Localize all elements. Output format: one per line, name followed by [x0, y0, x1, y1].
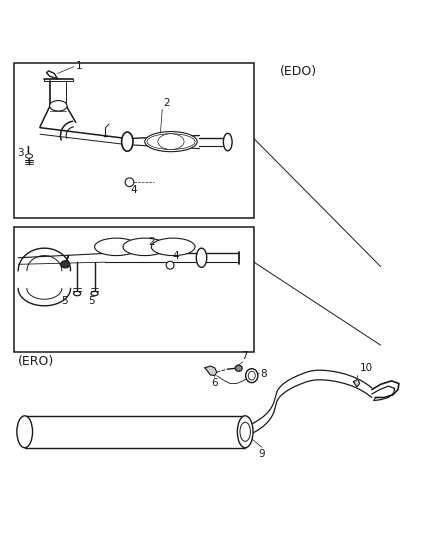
Polygon shape	[205, 366, 217, 376]
Ellipse shape	[151, 238, 195, 256]
Ellipse shape	[61, 261, 70, 268]
Text: 4: 4	[131, 185, 138, 195]
Text: 5: 5	[61, 296, 67, 306]
Ellipse shape	[240, 422, 251, 441]
Text: 5: 5	[88, 296, 94, 306]
Ellipse shape	[166, 261, 174, 269]
Text: 9: 9	[258, 449, 265, 459]
Ellipse shape	[235, 365, 242, 372]
Text: 1: 1	[76, 61, 82, 71]
Ellipse shape	[91, 292, 98, 296]
Ellipse shape	[248, 372, 255, 380]
Text: 3: 3	[17, 148, 24, 158]
Text: 8: 8	[261, 369, 267, 379]
Bar	[25, 416, 245, 448]
Text: 2: 2	[148, 237, 155, 247]
Ellipse shape	[95, 238, 138, 256]
Text: 7: 7	[241, 351, 247, 361]
Ellipse shape	[246, 369, 258, 383]
Text: (ERO): (ERO)	[18, 354, 54, 368]
Text: (EDO): (EDO)	[280, 65, 317, 78]
Text: 2: 2	[163, 99, 170, 108]
Ellipse shape	[125, 178, 134, 187]
Ellipse shape	[122, 132, 133, 151]
Ellipse shape	[123, 238, 166, 256]
Bar	[14, 227, 254, 352]
Ellipse shape	[237, 416, 253, 448]
Text: 6: 6	[211, 378, 218, 388]
Ellipse shape	[147, 134, 195, 149]
Ellipse shape	[223, 133, 232, 151]
Ellipse shape	[145, 132, 197, 152]
Ellipse shape	[25, 154, 32, 158]
Ellipse shape	[49, 101, 67, 111]
Ellipse shape	[74, 292, 81, 296]
Text: 10: 10	[360, 363, 373, 373]
Polygon shape	[353, 379, 360, 387]
Text: 4: 4	[173, 251, 179, 261]
Ellipse shape	[196, 248, 207, 268]
Bar	[14, 63, 254, 219]
Ellipse shape	[17, 416, 32, 448]
Ellipse shape	[158, 134, 184, 149]
